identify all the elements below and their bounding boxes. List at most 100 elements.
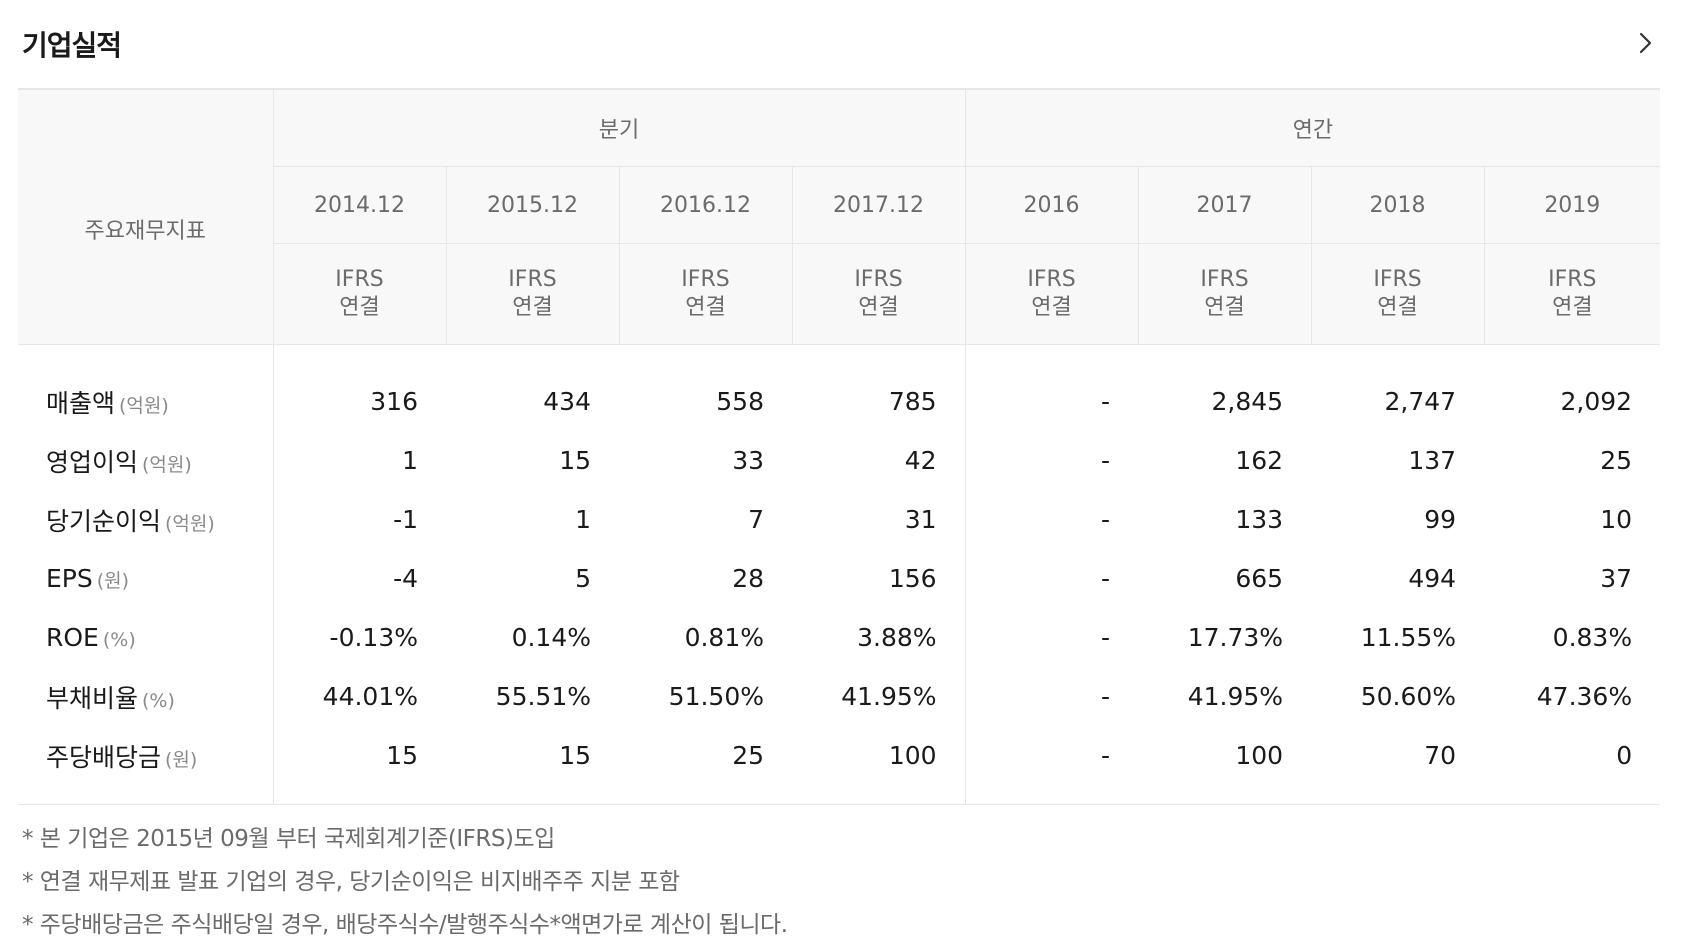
metric-unit: (원) <box>96 570 130 592</box>
standard-label: IFRS <box>681 267 730 292</box>
period-header: 2016 <box>964 166 1139 244</box>
metric-value: 100 <box>1138 726 1312 805</box>
metric-value: 0.81% <box>684 623 764 652</box>
metric-label: EPS (원) <box>18 549 273 608</box>
standard-header: IFRS 연결 <box>791 243 966 345</box>
standard-label: IFRS <box>508 267 557 292</box>
metric-value: 1 <box>575 505 591 534</box>
metric-label: 영업이익 (억원) <box>18 431 273 490</box>
table-row: 부채비율 (%) 44.01% 55.51% 51.50% 41.95% -41.95% 50… <box>18 667 1660 726</box>
metric-value: 10 <box>1600 505 1633 534</box>
metric-value: 133 <box>1235 505 1284 534</box>
metric-name: EPS <box>46 564 93 593</box>
standard-header: IFRS 연결 <box>445 243 619 345</box>
table-row: ROE (%) -0.13% 0.14% 0.81% 3.88% - 17.73% 11.55%… <box>18 608 1660 667</box>
metric-value: 100 <box>792 726 966 805</box>
metric-value: -1 <box>272 490 446 549</box>
metric-value: - <box>964 344 1139 431</box>
metric-name: 매출액 <box>46 388 116 418</box>
table-row: 매출액 (억원) 316 434 558 785-2,845 2,747 2,092 <box>18 344 1660 432</box>
metric-value: 162 <box>1235 446 1284 475</box>
metric-value: 3.88% <box>857 623 937 652</box>
metric-label: ROE (%) <box>18 608 273 667</box>
metric-value: 7 <box>748 505 764 534</box>
section-header: 기업실적 <box>22 18 1658 68</box>
metric-value: 2,092 <box>1560 387 1633 416</box>
metric-value: -4 <box>272 549 446 608</box>
metric-label: 매출액 (억원) <box>18 345 273 432</box>
metric-unit: (억원) <box>142 453 192 476</box>
metric-name: 부채비율 <box>46 683 139 713</box>
standard-header: IFRS 연결 <box>1310 243 1485 345</box>
metric-value: - <box>964 726 1139 805</box>
consolidation-label: 연결 <box>858 295 899 320</box>
metric-value: 558 <box>716 387 764 416</box>
metric-value: -0.13% <box>272 608 446 667</box>
standard-label: IFRS <box>1548 267 1597 292</box>
consolidation-label: 연결 <box>685 295 726 320</box>
metric-value: - <box>964 549 1139 608</box>
metric-value: - <box>964 431 1139 490</box>
metric-value: 2,845 <box>1211 387 1284 416</box>
metric-value: 31 <box>904 505 937 534</box>
metric-value: 37 <box>1600 564 1633 593</box>
metric-value: 15 <box>272 726 446 805</box>
row-header-label: 주요재무지표 <box>18 88 273 345</box>
table-row: EPS (원) -4 5 28 156-665 494 37 <box>18 549 1660 608</box>
consolidation-label: 연결 <box>1552 295 1593 320</box>
metric-value: 1 <box>272 431 446 490</box>
metric-value: 5 <box>575 564 591 593</box>
metric-value: 665 <box>1235 564 1284 593</box>
chevron-right-icon[interactable] <box>1632 30 1658 56</box>
metric-value: 50.60% <box>1360 682 1457 711</box>
standard-label: IFRS <box>1200 267 1249 292</box>
standard-label: IFRS <box>854 267 903 292</box>
standard-label: IFRS <box>1373 267 1422 292</box>
consolidation-label: 연결 <box>1377 295 1418 320</box>
metric-value: 2,747 <box>1384 387 1457 416</box>
standard-label: IFRS <box>335 267 384 292</box>
section-title: 기업실적 <box>22 29 122 62</box>
metric-name: 당기순이익 <box>46 506 162 536</box>
metric-value: 11.55% <box>1360 623 1457 652</box>
standard-header: IFRS 연결 <box>618 243 792 345</box>
table-row: 영업이익 (억원) 1 15 33 42-162 137 25 <box>18 431 1660 490</box>
metric-value: 41.95% <box>841 682 937 711</box>
consolidation-label: 연결 <box>1204 295 1245 320</box>
metric-value: 33 <box>732 446 764 475</box>
metric-name: ROE <box>46 623 99 652</box>
metric-value: 137 <box>1408 446 1457 475</box>
period-header: 2016.12 <box>618 166 792 244</box>
metric-value: 47.36% <box>1536 682 1633 711</box>
metric-unit: (억원) <box>119 394 169 417</box>
footnotes: * 본 기업은 2015년 09월 부터 국제회계기준(IFRS)도입 * 연결… <box>22 818 1662 947</box>
metric-label: 부채비율 (%) <box>18 667 273 726</box>
metric-value: 15 <box>559 446 591 475</box>
metric-value: 42 <box>904 446 937 475</box>
metric-value: 17.73% <box>1187 623 1284 652</box>
metric-unit: (억원) <box>165 512 215 535</box>
group-header-quarterly: 분기 <box>272 88 966 167</box>
metric-value: 15 <box>446 726 619 805</box>
metric-value: 0 <box>1484 726 1661 805</box>
metric-value: 25 <box>619 726 792 805</box>
period-header: 2017 <box>1137 166 1312 244</box>
metric-value: 55.51% <box>495 682 591 711</box>
financial-table: 주요재무지표 분기 연간 2014.12 2015.12 2016.12 201… <box>18 88 1661 805</box>
group-header-annual: 연간 <box>964 88 1661 167</box>
table-row: 당기순이익 (억원) -1 1 7 31-133 99 10 <box>18 490 1660 549</box>
standard-header: IFRS 연결 <box>272 243 446 345</box>
metric-unit: (원) <box>165 748 198 771</box>
metric-value: - <box>964 667 1139 726</box>
table-row: 주당배당금 (원) 15 15 25 100-100 70 0 <box>18 726 1661 805</box>
metric-value: 0.14% <box>511 623 591 652</box>
period-header: 2017.12 <box>791 166 966 244</box>
metric-value: - <box>964 608 1139 667</box>
metric-unit: (%) <box>142 689 175 712</box>
metric-value: 28 <box>732 564 764 593</box>
metric-value: 494 <box>1408 564 1457 593</box>
metric-label: 주당배당금 (원) <box>18 726 273 805</box>
metric-value: 785 <box>888 387 937 416</box>
standard-header: IFRS 연결 <box>964 243 1139 345</box>
metric-value: 0.83% <box>1552 623 1633 652</box>
